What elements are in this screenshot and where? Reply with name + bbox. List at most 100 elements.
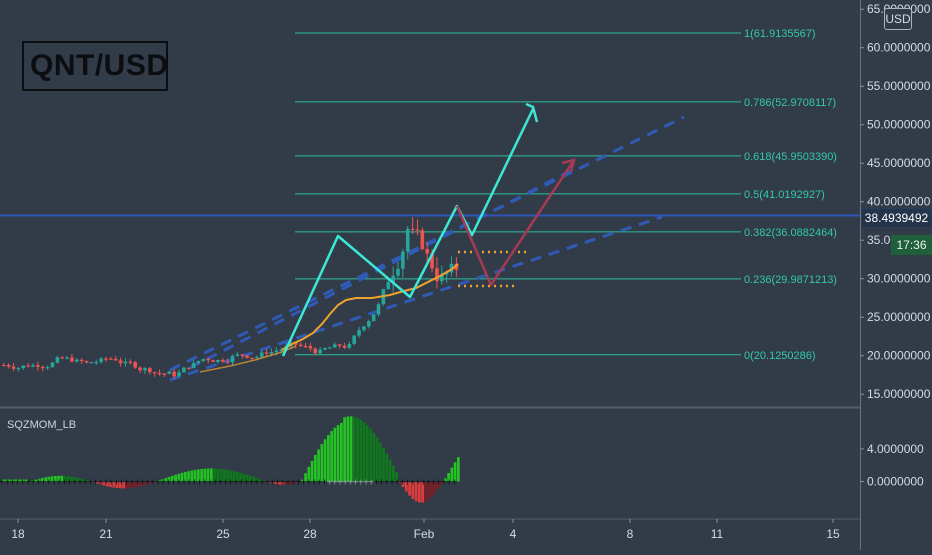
squeeze-dot: + [363, 478, 369, 489]
squeeze-dot: + [134, 478, 140, 489]
momentum-bar [99, 481, 103, 485]
momentum-bar [317, 449, 320, 482]
momentum-bar [223, 469, 226, 482]
indicator-label: SQZMOM_LB [7, 419, 77, 431]
squeeze-dot: + [399, 478, 405, 489]
candle-body [328, 347, 332, 349]
momentum-bar [346, 416, 350, 482]
candle-body [269, 352, 274, 354]
candle-body [104, 358, 108, 360]
momentum-bar [164, 478, 168, 482]
squeeze-dot: + [145, 478, 151, 489]
momentum-bar [375, 437, 379, 482]
momentum-bar [76, 477, 80, 482]
momentum-bar [213, 468, 216, 482]
squeeze-dot: + [389, 478, 395, 489]
candle-body [167, 371, 172, 374]
squeeze-dot: + [342, 478, 348, 489]
momentum-bar [356, 417, 359, 482]
momentum-bar [382, 447, 385, 482]
fib-level-label: 0.618(45.9503390) [744, 151, 837, 163]
squeeze-dot: + [124, 478, 130, 489]
momentum-bar [444, 478, 447, 482]
candle-body [444, 272, 449, 275]
momentum-bar [200, 468, 203, 482]
squeeze-dot: + [290, 478, 296, 489]
candle-body [94, 362, 99, 364]
momentum-bar [122, 481, 125, 489]
squeeze-dot: + [306, 478, 312, 489]
squeeze-dot: + [202, 478, 208, 489]
momentum-bar [245, 474, 249, 482]
candle-body [313, 348, 318, 354]
squeeze-dot: + [9, 478, 15, 489]
squeeze-dot: + [311, 478, 317, 489]
squeeze-dot: + [77, 478, 83, 489]
candle-body [396, 268, 400, 276]
candle-body [172, 371, 176, 377]
time-tick-label: 28 [303, 527, 317, 541]
momentum-bar [333, 427, 337, 482]
candle-body [79, 359, 84, 362]
candles [2, 217, 459, 380]
momentum-bar [80, 478, 83, 482]
squeeze-dot: + [160, 478, 166, 489]
squeeze-dot: + [332, 478, 338, 489]
symbol-text: QNT/USD [30, 49, 169, 82]
squeeze-dot: + [129, 478, 135, 489]
momentum-bar [388, 459, 392, 482]
momentum-bar [232, 471, 236, 482]
momentum-bar [268, 481, 272, 483]
momentum-bar [310, 460, 314, 482]
momentum-bar [2, 479, 5, 482]
squeeze-dot: + [165, 478, 171, 489]
candle-body [162, 373, 167, 375]
squeeze-dot: + [280, 478, 286, 489]
squeeze-dot: + [316, 478, 322, 489]
squeeze-dot: + [46, 478, 52, 489]
bar-countdown-tag: 17:36 [891, 235, 932, 255]
momentum-bar [50, 476, 54, 482]
candle-body [435, 268, 439, 282]
price-tick-label: 40.0000000 [867, 195, 931, 209]
squeeze-dot: + [82, 478, 88, 489]
momentum-bar [24, 479, 28, 482]
momentum-bar [206, 468, 210, 482]
squeeze-dot: + [171, 478, 177, 489]
momentum-bar [262, 480, 265, 482]
squeeze-dot: + [139, 478, 145, 489]
momentum-bar [210, 468, 213, 482]
momentum-bar [226, 469, 229, 482]
price-tick-label: 60.0000000 [867, 41, 931, 55]
ma-line [281, 263, 459, 351]
candle-body [138, 367, 142, 371]
currency-button[interactable]: USD [884, 8, 912, 30]
squeeze-dot: + [254, 478, 260, 489]
momentum-bar [96, 481, 99, 484]
momentum-bar [242, 473, 246, 482]
momentum-bar [128, 481, 132, 489]
momentum-bar [109, 481, 112, 488]
candle-body [2, 364, 6, 367]
momentum-bar [447, 472, 450, 482]
candle-body [84, 360, 89, 363]
candle-body [225, 361, 230, 363]
projection-arrowhead [561, 158, 576, 173]
squeeze-dot: + [249, 478, 255, 489]
candle-body [40, 366, 45, 369]
squeeze-dot: + [223, 478, 229, 489]
squeeze-dot: + [431, 478, 437, 489]
candle-body [342, 345, 347, 348]
candle-body [55, 357, 60, 363]
momentum-bar [93, 481, 96, 483]
projection-path-red [455, 159, 576, 287]
momentum-bar [411, 481, 415, 499]
momentum-bar [193, 469, 197, 482]
candle-body [230, 355, 235, 363]
squeeze-dot: + [373, 478, 379, 489]
momentum-bar [154, 481, 158, 483]
current-price-tag: 38.4939492 [861, 208, 932, 228]
momentum-bar [44, 477, 47, 482]
squeeze-dot: + [446, 478, 452, 489]
